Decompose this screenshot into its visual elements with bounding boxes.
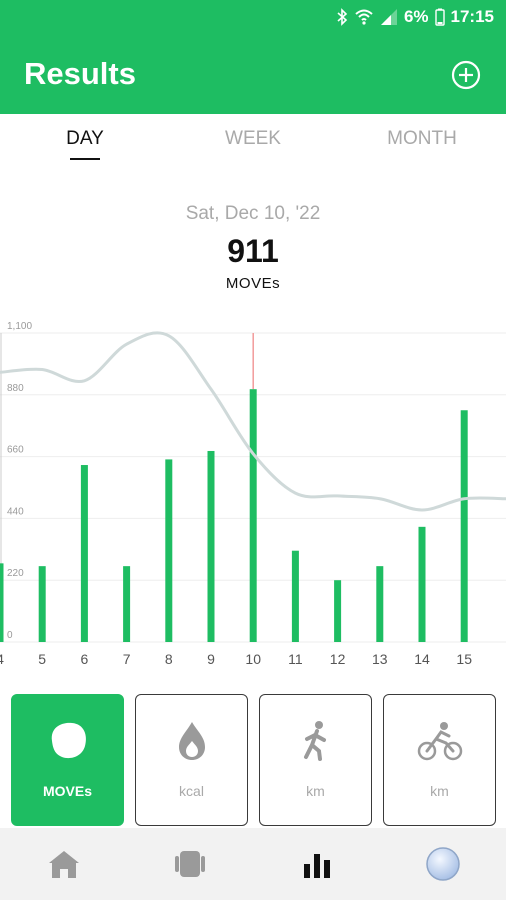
nav-results[interactable] <box>297 846 337 882</box>
metric-moves-button[interactable]: MOVEs <box>11 694 124 826</box>
bar-4[interactable] <box>0 563 4 642</box>
y-tick-label: 1,100 <box>7 321 32 332</box>
bar-12[interactable] <box>334 580 342 642</box>
wifi-icon <box>354 8 374 26</box>
tab-month[interactable]: MONTH <box>387 128 457 149</box>
x-tick-label: 12 <box>330 651 346 667</box>
metric-label: MOVEs <box>42 783 92 799</box>
x-tick-label: 9 <box>207 651 215 667</box>
bar-9[interactable] <box>207 450 215 642</box>
x-tick-label: 11 <box>288 651 303 667</box>
nav-profile[interactable] <box>423 846 463 882</box>
x-tick-label: 5 <box>38 651 46 667</box>
bar-14[interactable] <box>418 526 426 642</box>
bottom-navigation <box>0 828 506 900</box>
band-device-icon <box>175 851 205 877</box>
bar-6[interactable] <box>80 465 88 642</box>
status-bar: 6% 17:15 <box>0 0 506 36</box>
selected-date: Sat, Dec 10, '22 <box>185 203 321 224</box>
y-tick-label: 440 <box>7 506 24 517</box>
metric-selector: MOVEs kcal km km <box>0 694 506 828</box>
nav-home[interactable] <box>44 846 84 882</box>
x-tick-label: 7 <box>123 651 131 667</box>
signal-icon <box>380 8 398 26</box>
nav-device[interactable] <box>170 846 210 882</box>
battery-percent: 6% <box>403 7 429 26</box>
tab-week[interactable]: WEEK <box>225 128 281 149</box>
x-tick-label: 4 <box>0 651 4 667</box>
bluetooth-icon <box>336 8 348 26</box>
bar-7[interactable] <box>123 566 131 642</box>
bar-chart[interactable]: 0 220 440 660 880 1,100 4 5 6 7 8 9 10 11 12 13 14 15 <box>0 318 506 670</box>
metric-label: km <box>430 783 449 799</box>
x-tick-label: 13 <box>372 651 388 667</box>
summary-value: 911 <box>227 233 279 269</box>
moves-chart[interactable]: 0 220 440 660 880 1,100 4 5 6 7 8 9 10 11 12 13 14 15 <box>0 318 506 670</box>
x-tick-label: 15 <box>456 651 472 667</box>
x-tick-label: 8 <box>165 651 173 667</box>
clock: 17:15 <box>450 7 494 26</box>
avatar-circle-icon <box>426 847 460 881</box>
y-tick-label: 660 <box>7 445 24 456</box>
bar-11[interactable] <box>291 550 299 642</box>
walking-person-icon <box>260 719 371 763</box>
metric-label: kcal <box>179 783 204 799</box>
bar-13[interactable] <box>376 566 384 642</box>
trend-line <box>0 331 506 512</box>
cycling-person-icon <box>384 719 495 763</box>
home-icon <box>49 851 79 878</box>
bar-8[interactable] <box>165 459 173 642</box>
add-button[interactable] <box>451 60 481 90</box>
bar-10[interactable] <box>249 389 257 642</box>
moves-blob-icon <box>12 719 123 763</box>
plus-circle-icon <box>451 60 481 90</box>
app-bar: Results <box>0 36 506 114</box>
y-tick-label: 220 <box>7 568 24 579</box>
metric-walk-km-button[interactable]: km <box>259 694 372 826</box>
page-title: Results <box>24 56 136 91</box>
summary-unit: MOVEs <box>225 275 281 292</box>
x-tick-label: 14 <box>414 651 430 667</box>
y-tick-label: 880 <box>7 383 24 394</box>
metric-kcal-button[interactable]: kcal <box>135 694 248 826</box>
active-tab-indicator <box>70 158 100 160</box>
metric-label: km <box>306 783 325 799</box>
y-tick-label: 0 <box>7 630 13 641</box>
metric-bike-km-button[interactable]: km <box>383 694 496 826</box>
battery-icon <box>434 8 445 26</box>
bar-5[interactable] <box>38 566 46 642</box>
x-tick-label: 6 <box>81 651 89 667</box>
x-tick-label: 10 <box>245 651 261 667</box>
tab-day[interactable]: DAY <box>66 128 104 149</box>
flame-icon <box>136 719 247 763</box>
bar-chart-icon <box>304 854 330 878</box>
period-tabs: DAY WEEK MONTH <box>0 114 506 166</box>
bar-15[interactable] <box>460 410 468 642</box>
